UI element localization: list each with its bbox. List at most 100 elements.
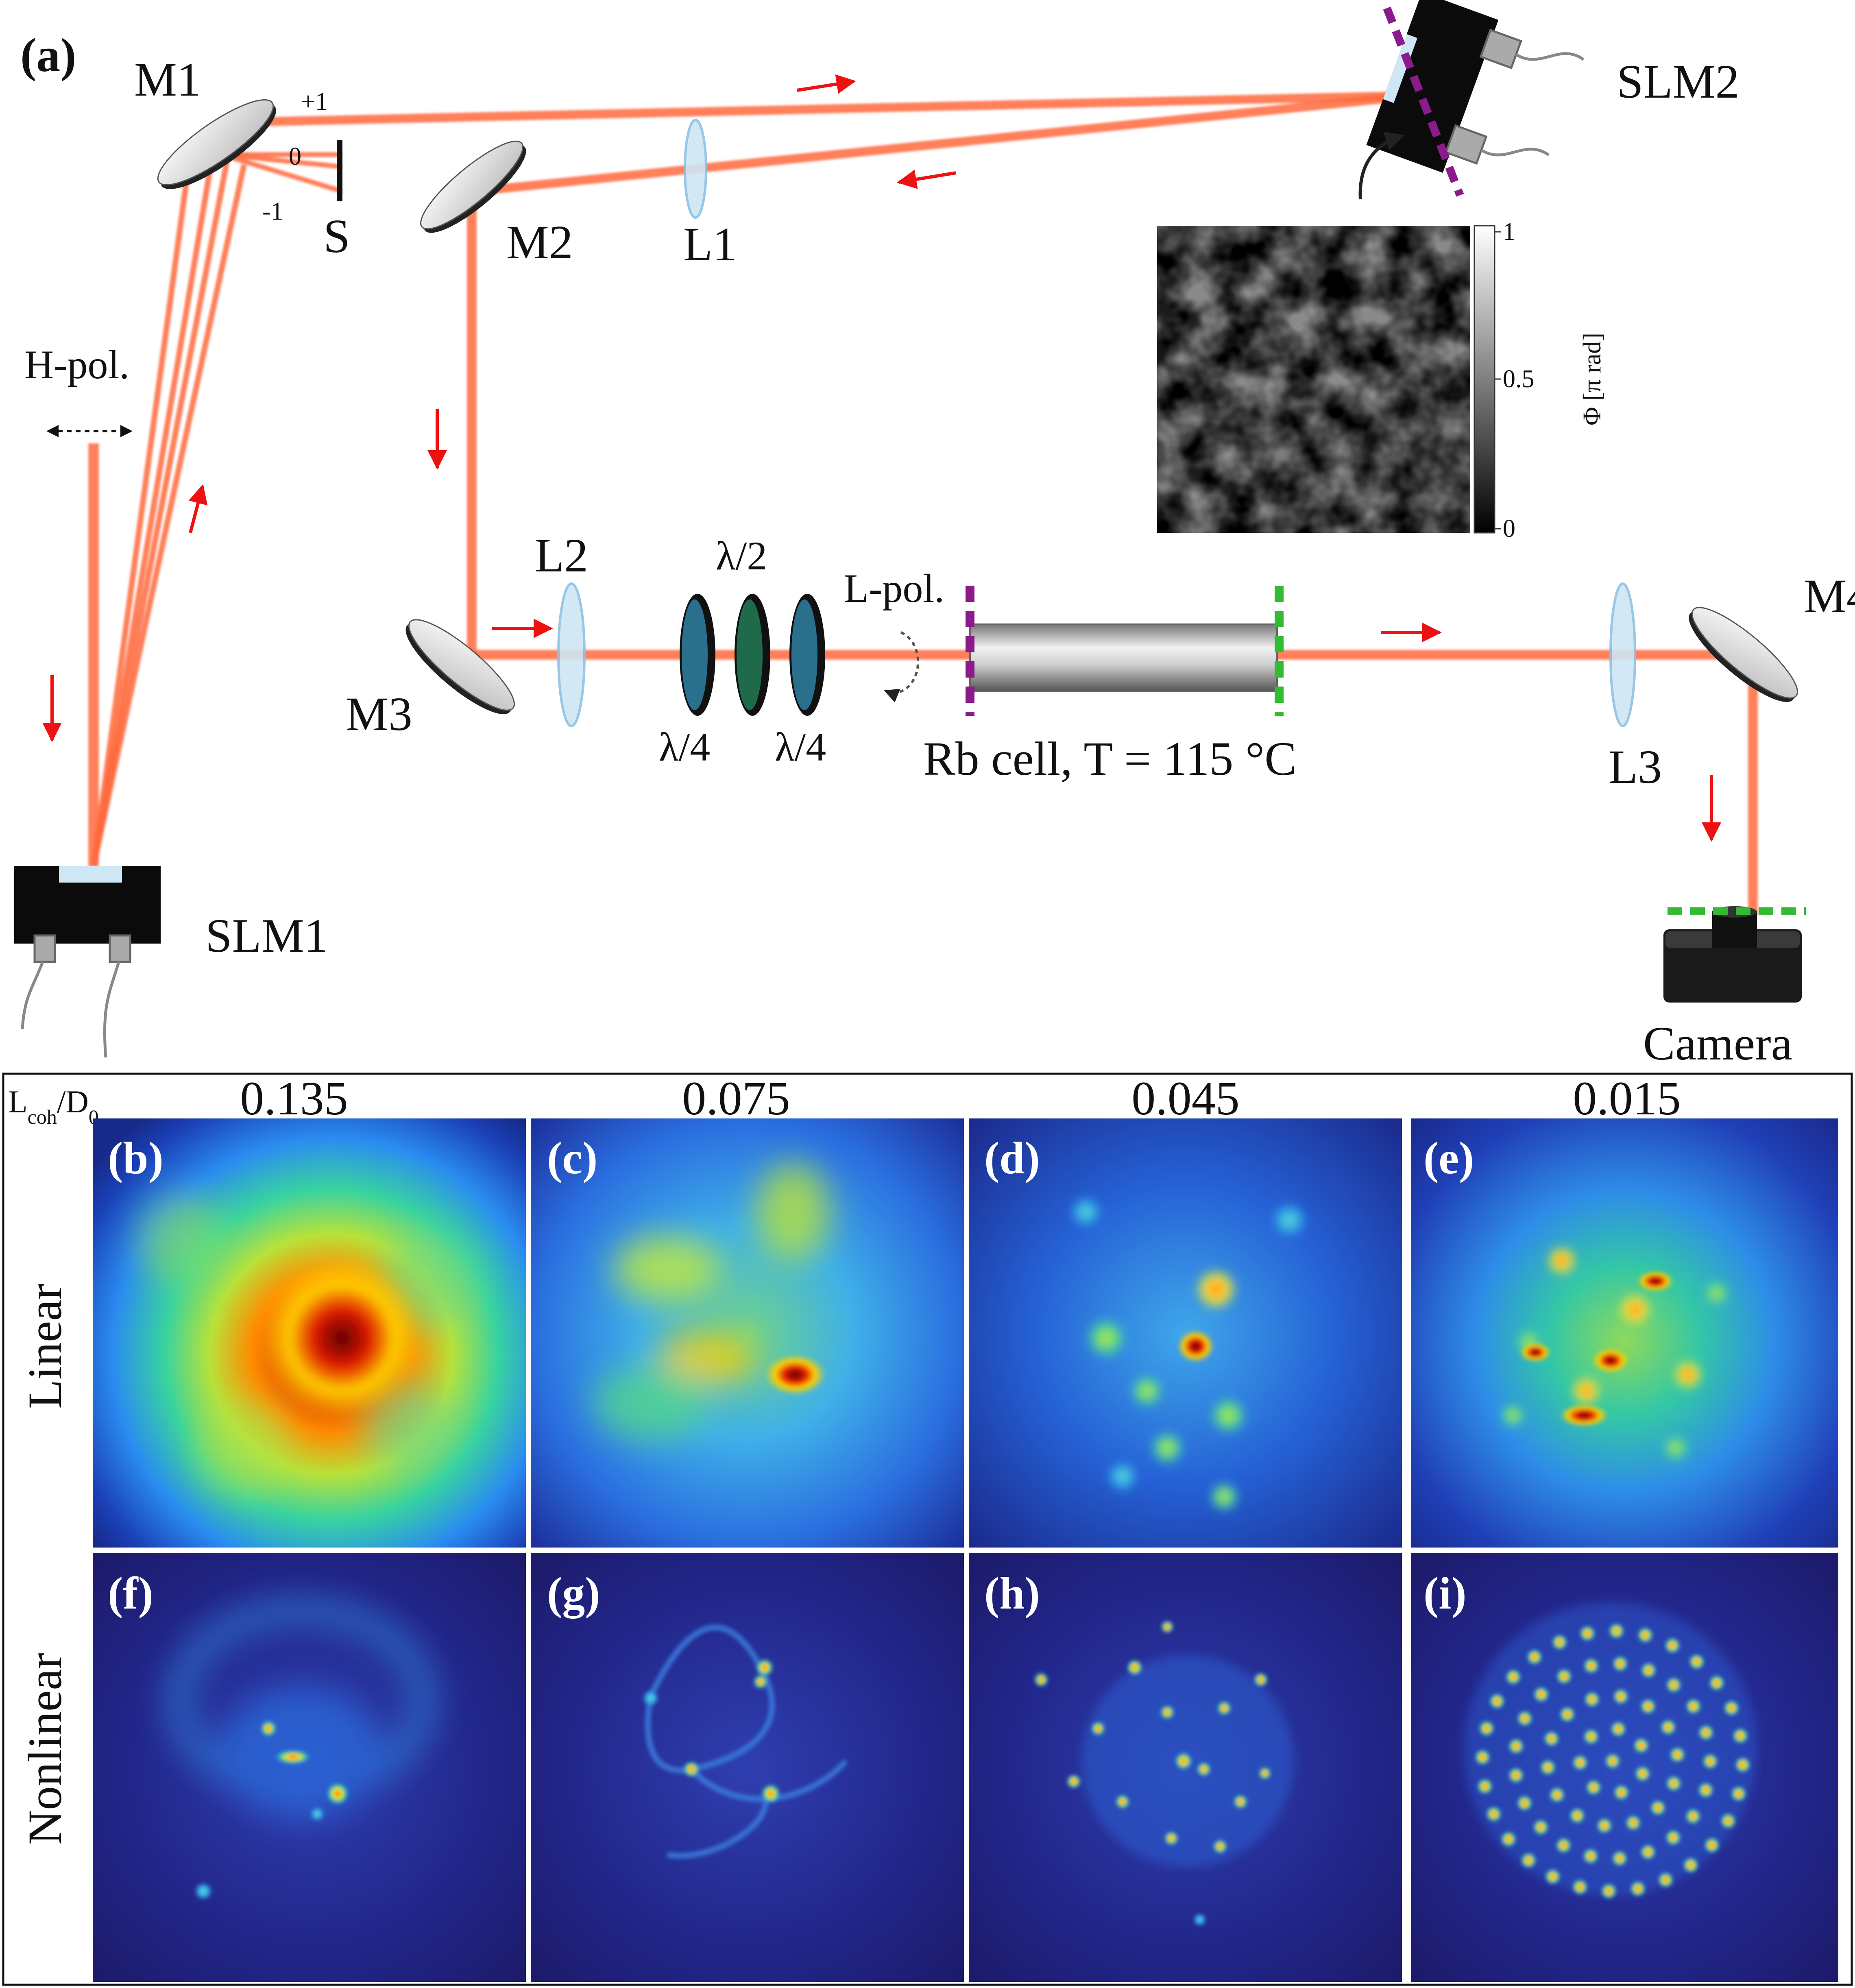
lattice-spot	[1569, 1807, 1585, 1824]
lattice-spot	[1610, 1721, 1626, 1737]
lattice-spot	[1604, 1753, 1621, 1769]
column-header-3: 0.045	[1131, 1072, 1240, 1125]
lattice-spot	[1730, 1785, 1747, 1802]
colorbar-tick-0: 0	[1503, 515, 1515, 543]
lattice-spot	[1664, 1637, 1681, 1654]
phase-colorbar: 1 0.5 0 Φ [π rad]	[1474, 218, 1606, 543]
lattice-spot	[1555, 1837, 1572, 1854]
label-m4: M4	[1804, 569, 1855, 623]
column-header-1: 0.135	[240, 1072, 348, 1125]
setup-panel: (a)	[14, 0, 1855, 1070]
phase-to-slm2-arrow	[1358, 131, 1405, 200]
lattice-spot	[1600, 1883, 1617, 1899]
lattice-spot	[1688, 1653, 1705, 1670]
results-grid: Lcoh/D0 0.135 0.075 0.045 0.015 Linear N…	[2, 1072, 1853, 1986]
lattice-spot	[1698, 1782, 1714, 1798]
lattice-spot	[1539, 1759, 1556, 1776]
colorbar-tick-0-5: 0.5	[1503, 365, 1535, 393]
panel-h-label: (h)	[984, 1568, 1040, 1619]
label-rb-cell: Rb cell, T = 115 °C	[923, 732, 1297, 785]
arrow-to-slm2	[797, 74, 856, 94]
lattice-spot	[1543, 1730, 1560, 1747]
lattice-spot	[1704, 1837, 1720, 1853]
waveplate-half	[735, 594, 770, 716]
lattice-spot	[1625, 1814, 1641, 1831]
panel-i-label: (i)	[1423, 1568, 1467, 1619]
lattice-spot	[1640, 1698, 1657, 1715]
lattice-spot	[1500, 1831, 1517, 1848]
rb-cell	[969, 623, 1278, 692]
lattice-spot	[1608, 1623, 1625, 1639]
lattice-spot	[1556, 1668, 1572, 1685]
panel-g-label: (g)	[547, 1568, 600, 1619]
panel-e-label: (e)	[1423, 1133, 1474, 1184]
column-header-2: 0.075	[682, 1072, 790, 1125]
lattice-spot	[1665, 1775, 1682, 1792]
lattice-spot	[1516, 1795, 1533, 1811]
label-slm1: SLM1	[205, 909, 328, 962]
colorbar-tick-1: 1	[1503, 218, 1515, 246]
label-order-plus1: +1	[301, 88, 328, 116]
lattice-spot	[1611, 1850, 1628, 1867]
panel-b-label: (b)	[108, 1133, 163, 1184]
panel-e-image	[1411, 1118, 1838, 1548]
lattice-spot	[1584, 1691, 1600, 1708]
lattice-spot	[1478, 1720, 1495, 1737]
lattice-spot	[1474, 1749, 1491, 1766]
lattice-spot	[1508, 1767, 1524, 1784]
lattice-spot	[1526, 1649, 1543, 1665]
label-l-pol: L-pol.	[844, 566, 944, 611]
label-l2: L2	[535, 529, 588, 582]
label-quarter-wave-1: λ/4	[659, 724, 710, 769]
lens-l1	[684, 119, 707, 219]
lattice-spot	[1508, 1738, 1524, 1755]
lattice-spot	[1683, 1857, 1699, 1873]
lattice-spot	[1489, 1693, 1505, 1709]
lattice-spot	[1637, 1627, 1654, 1644]
direction-arrows	[42, 74, 1721, 842]
lattice-spot	[1559, 1706, 1576, 1723]
label-m1: M1	[134, 53, 201, 106]
slm2-plane	[1383, 7, 1464, 197]
lattice-spot	[1613, 1784, 1630, 1801]
panel-g-image	[531, 1553, 964, 1982]
lattice-spot	[1702, 1753, 1718, 1770]
lattice-spot	[1633, 1737, 1650, 1754]
label-order-minus1: -1	[262, 198, 283, 225]
label-h-pol: H-pol.	[24, 342, 129, 387]
lattice-spot	[1583, 1657, 1600, 1674]
lattice-spot	[1732, 1727, 1748, 1744]
panel-c-image	[531, 1118, 964, 1548]
panel-d-image	[969, 1118, 1402, 1548]
lattice-spot	[1650, 1799, 1666, 1816]
lens-l2	[557, 582, 586, 727]
panel-c-label: (c)	[547, 1133, 597, 1184]
camera-device	[1663, 906, 1806, 1003]
lattice-spot	[1630, 1880, 1646, 1897]
label-m2: M2	[506, 216, 573, 269]
panel-d-label: (d)	[984, 1133, 1040, 1184]
lattice-spot	[1657, 1872, 1674, 1888]
lattice-spot	[1583, 1728, 1600, 1745]
lattice-spot	[1698, 1724, 1714, 1741]
lattice-spot	[1544, 1868, 1561, 1885]
lattice-spot	[1613, 1688, 1629, 1705]
panel-a-label: (a)	[20, 28, 76, 82]
waveplate-quarter-1	[680, 594, 715, 716]
lattice-spot	[1572, 1879, 1588, 1895]
lattice-spot	[1532, 1819, 1549, 1835]
slm1-device	[14, 866, 161, 1058]
label-half-wave: λ/2	[716, 533, 767, 578]
lattice-spot	[1517, 1710, 1533, 1727]
panel-f-label: (f)	[108, 1568, 153, 1619]
label-l3: L3	[1609, 740, 1662, 793]
lattice-spot	[1612, 1655, 1628, 1672]
lattice-spot	[1685, 1698, 1702, 1715]
ratio-label: Lcoh/D0	[8, 1084, 99, 1128]
waveplate-quarter-2	[789, 594, 825, 716]
label-s: S	[323, 209, 350, 263]
lattice-spot	[1579, 1625, 1596, 1642]
lattice-spot	[1505, 1669, 1521, 1685]
lattice-spot	[1533, 1686, 1550, 1703]
